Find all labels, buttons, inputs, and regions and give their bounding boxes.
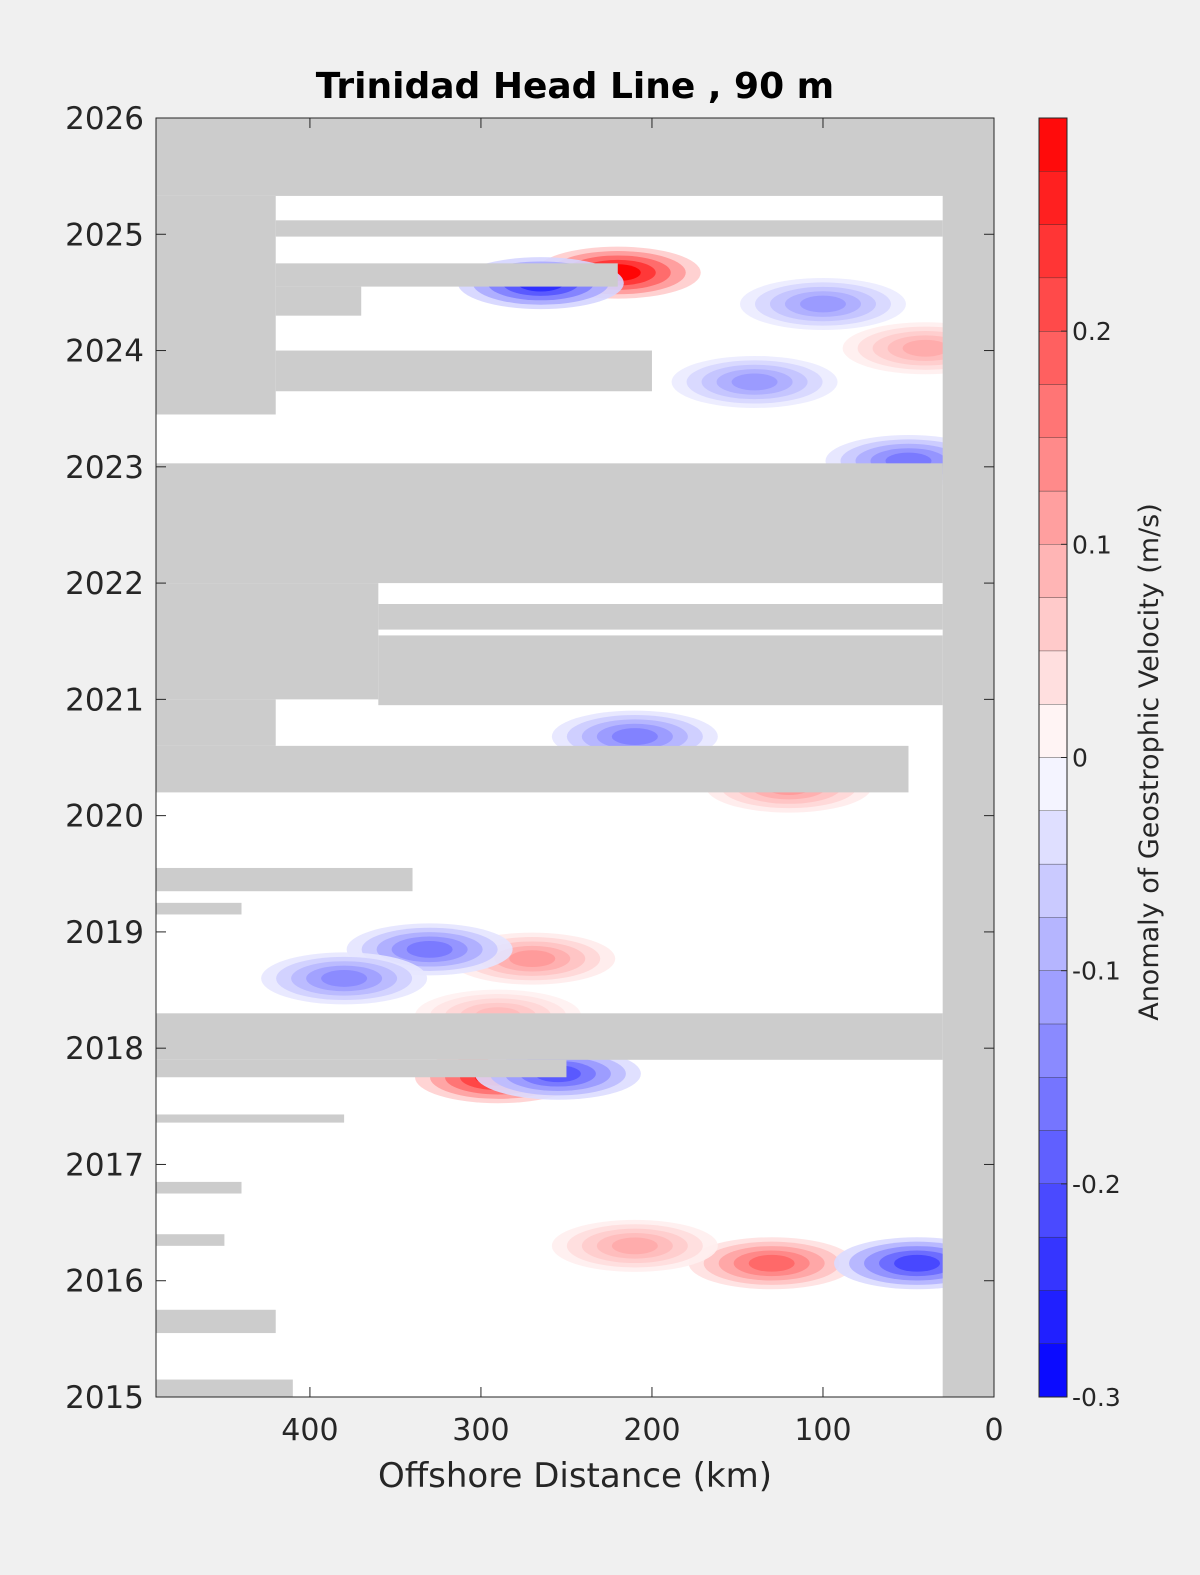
y-tick-label: 2020 [65, 799, 144, 835]
missing-data-region [156, 745, 909, 793]
missing-data-region [275, 286, 362, 316]
colorbar-level [1038, 490, 1068, 545]
colorbar-label: Anomaly of Geostrophic Velocity (m/s) [1134, 503, 1165, 1021]
missing-data-region [156, 1181, 242, 1194]
missing-data-region [156, 195, 276, 415]
y-tick-label: 2025 [65, 217, 144, 253]
x-tick-label: 100 [794, 1413, 851, 1448]
colorbar-level [1038, 917, 1068, 971]
colorbar-level [1038, 1183, 1068, 1238]
y-tick-label: 2017 [65, 1147, 144, 1183]
missing-data-region [378, 604, 943, 630]
anomaly-feature [671, 355, 838, 408]
y-tick-label: 2021 [65, 682, 144, 718]
missing-data-region [942, 118, 994, 1397]
colorbar-level [1038, 757, 1068, 811]
missing-data-region [156, 463, 943, 584]
colorbar-level [1038, 277, 1068, 332]
colorbar-tick-label: 0.1 [1072, 530, 1112, 559]
anomaly-feature [551, 1219, 718, 1272]
missing-data-region [156, 1013, 943, 1060]
missing-data-region [156, 1114, 345, 1123]
colorbar-tick-label: -0.1 [1072, 957, 1121, 986]
colorbar-level [1038, 544, 1068, 598]
missing-data-region [378, 635, 943, 706]
colorbar-level [1038, 1236, 1068, 1291]
colorbar-level [1038, 1290, 1068, 1344]
colorbar: -0.3 -0.2 -0.1 0 0.1 0.2 [1038, 117, 1121, 1412]
colorbar-level [1038, 384, 1068, 438]
colorbar-level [1038, 1343, 1068, 1398]
missing-data-region [275, 263, 618, 287]
colorbar-level [1038, 597, 1068, 652]
colorbar-level [1038, 437, 1068, 492]
x-tick-label: 0 [984, 1413, 1003, 1448]
colorbar-level [1038, 224, 1068, 279]
missing-data-region [156, 1059, 567, 1078]
anomaly-feature [261, 952, 428, 1005]
colorbar-level [1038, 117, 1068, 172]
missing-data-region [275, 350, 652, 392]
colorbar-level [1038, 1023, 1068, 1078]
colorbar-level [1038, 863, 1068, 918]
y-tick-label: 2016 [65, 1264, 144, 1300]
y-tick-label: 2022 [65, 566, 144, 602]
colorbar-level [1038, 970, 1068, 1025]
y-tick-label: 2019 [65, 915, 144, 951]
y-axis: 2015 2016 2017 2018 2019 2020 2021 2022 2023 2024… [65, 101, 994, 1416]
y-tick-label: 2024 [65, 334, 144, 370]
y-tick-label: 2023 [65, 450, 144, 486]
missing-data-region [156, 902, 242, 915]
x-tick-label: 200 [623, 1413, 680, 1448]
x-axis-label: Offshore Distance (km) [378, 1456, 772, 1496]
missing-data-region [156, 1309, 276, 1334]
colorbar-tick-label: 0 [1072, 744, 1088, 773]
colorbar-level [1038, 704, 1068, 758]
colorbar-level [1038, 331, 1068, 385]
colorbar-tick-label: 0.2 [1072, 317, 1112, 346]
missing-data-region [156, 583, 379, 700]
missing-data-region [156, 1234, 225, 1246]
y-tick-label: 2026 [65, 101, 144, 137]
colorbar-level [1038, 171, 1068, 225]
x-tick-label: 400 [281, 1413, 338, 1448]
colorbar-tick-label: -0.2 [1072, 1170, 1121, 1199]
chart-title: Trinidad Head Line , 90 m [316, 66, 834, 107]
y-tick-label: 2018 [65, 1031, 144, 1067]
missing-data-mask [156, 118, 994, 1397]
colorbar-tick-label: -0.3 [1072, 1383, 1121, 1412]
plot-frame [155, 117, 995, 1398]
missing-data-region [156, 867, 413, 892]
colorbar-level [1038, 810, 1068, 865]
y-tick-label: 2015 [65, 1380, 144, 1416]
missing-data-region [156, 1379, 293, 1397]
anomaly-feature [688, 1237, 855, 1290]
x-axis: 400 300 200 100 0 [281, 118, 1004, 1448]
x-tick-label: 300 [452, 1413, 509, 1448]
colorbar-level [1038, 1077, 1068, 1131]
missing-data-region [156, 699, 276, 746]
missing-data-region [275, 220, 943, 237]
missing-data-region [156, 118, 994, 196]
colorbar-level [1038, 1130, 1068, 1184]
anomaly-feature [739, 278, 906, 331]
colorbar-level [1038, 650, 1068, 705]
